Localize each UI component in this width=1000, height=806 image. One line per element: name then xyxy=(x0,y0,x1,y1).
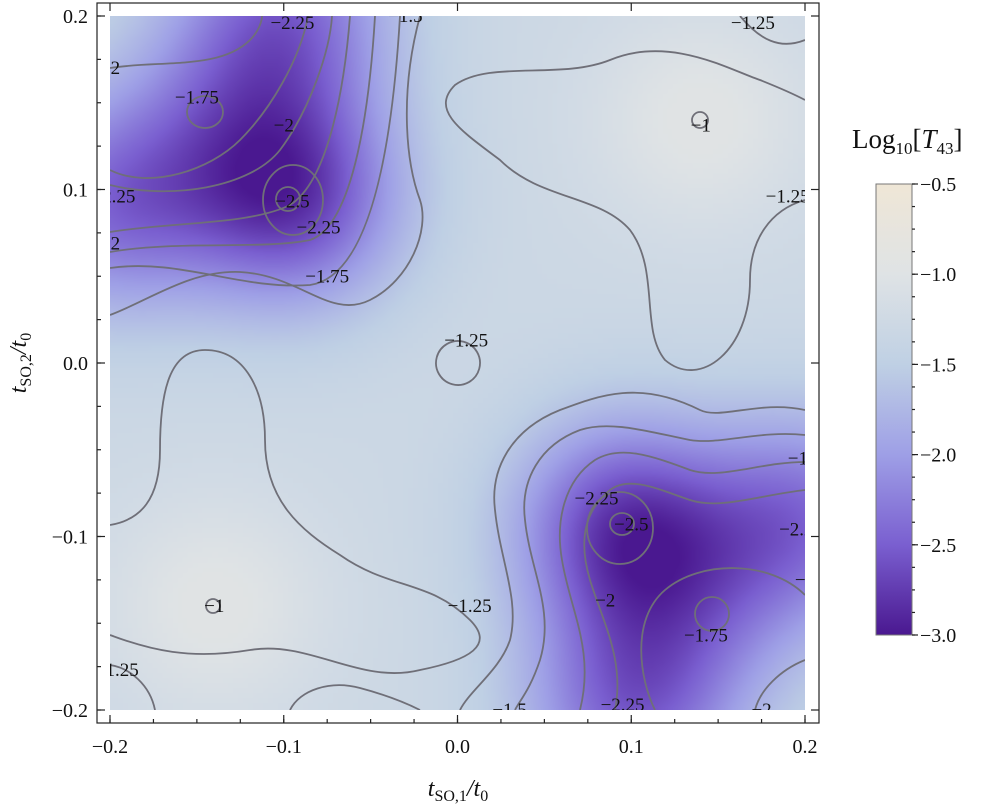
contour-label: −1.7 xyxy=(788,448,822,469)
contour-label: −1.25 xyxy=(766,186,810,207)
contour-line xyxy=(444,50,805,371)
contour-line xyxy=(514,425,805,710)
y-tick-label: 0.2 xyxy=(63,6,88,28)
contour-label: −2.25 xyxy=(270,13,314,34)
contour-line xyxy=(640,567,805,710)
contour-line xyxy=(275,186,301,212)
colorbar-tick-label: −1.0 xyxy=(920,264,956,286)
y-tick-label: −0.2 xyxy=(52,700,88,722)
x-axis: −0.2 −0.1 0.0 0.1 0.2 xyxy=(92,3,818,758)
y-axis: −0.2 −0.1 0.0 0.1 0.2 xyxy=(52,6,819,722)
contour-label: −2 xyxy=(751,700,771,721)
contour-line xyxy=(558,451,805,710)
contour-line xyxy=(110,16,333,193)
contour-label: −1.75 xyxy=(684,625,728,646)
contour-line xyxy=(262,164,324,236)
contour-labels: −2.25 −1.5 −1.25 −2 −1.75 −2 −1 2.25 −2.5 −1.25 −2… xyxy=(100,6,822,721)
contour-lines xyxy=(110,16,805,710)
x-tick-label: 0.0 xyxy=(445,736,470,758)
x-tick-label: −0.1 xyxy=(266,736,302,758)
contour-line xyxy=(289,684,421,710)
contour-label: −2.25 xyxy=(601,695,645,716)
contour-label: −2 xyxy=(274,115,294,136)
heatmap-image xyxy=(110,16,805,710)
contour-line xyxy=(739,16,805,45)
contour-line xyxy=(691,111,709,129)
contour-line xyxy=(583,482,805,710)
y-tick-label: −0.1 xyxy=(52,527,88,549)
contour-label: −1.25 xyxy=(448,596,492,617)
contour-line xyxy=(586,491,654,565)
colorbar-gradient xyxy=(875,183,913,636)
colorbar-title-bracket-close: ] xyxy=(954,124,963,154)
colorbar-title-bracket-open: [ xyxy=(913,124,922,154)
contour-label: −1 xyxy=(691,115,711,136)
contour-label: −1.75 xyxy=(175,88,219,109)
contour-line xyxy=(110,349,481,674)
contour-label: −1 xyxy=(204,596,224,617)
contour-line xyxy=(186,95,224,129)
x-tick-label: −0.2 xyxy=(92,736,128,758)
contour-line xyxy=(110,16,376,253)
contour-line xyxy=(205,598,221,614)
contour-line xyxy=(754,659,805,710)
colorbar-tick-label: −2.0 xyxy=(920,445,956,467)
contour-label: 2.25 xyxy=(102,186,135,207)
x-axis-title: tSO,1/t0 xyxy=(428,776,488,805)
x-tick-label: 0.1 xyxy=(619,736,644,758)
colorbar-title-var: T xyxy=(922,124,939,154)
contour-line xyxy=(110,16,309,179)
y-axis-title: tSO,2/t0 xyxy=(6,333,35,393)
contour-label: −1.25 xyxy=(444,330,488,351)
x-tick-label: 0.2 xyxy=(793,736,818,758)
colorbar-title-main: Log xyxy=(852,124,896,154)
y-tick-label: 0.1 xyxy=(63,180,88,202)
contour-line xyxy=(459,391,805,710)
contour-label: −2.5 xyxy=(614,514,648,535)
contour-label: −2.25 xyxy=(297,218,341,239)
colorbar-tick-label: −0.5 xyxy=(920,174,956,196)
contour-label: −2 xyxy=(100,58,120,79)
colorbar-ticks: −0.5 −1.0 −1.5 −2.0 −2.5 −3.0 xyxy=(912,174,956,647)
contour-line xyxy=(694,596,730,632)
contour-label: −1.75 xyxy=(305,266,349,287)
contour-line xyxy=(110,16,424,316)
contour-line xyxy=(110,16,401,287)
colorbar: Log10[T43] −0.5 −1.0 −1.5 −2.0 −2.5 −3.0 xyxy=(852,124,963,647)
contour-label: −1.5 xyxy=(492,700,526,721)
colorbar-title: Log10[T43] xyxy=(852,124,963,158)
contour-line xyxy=(110,16,263,69)
heatmap-surface xyxy=(110,16,805,710)
colorbar-title-sub: 10 xyxy=(896,139,913,158)
contour-line xyxy=(435,340,481,386)
colorbar-tick-label: −1.5 xyxy=(920,354,956,376)
contour-label: −2.25 xyxy=(575,488,619,509)
contour-line xyxy=(609,512,635,536)
contour-label: 1.25 xyxy=(106,660,139,681)
contour-label: −2 xyxy=(795,570,815,591)
contour-line xyxy=(110,16,351,233)
contour-label: −2 xyxy=(595,591,615,612)
y-tick-label: 0.0 xyxy=(63,353,88,375)
contour-line xyxy=(110,664,156,710)
colorbar-title-var-sub: 43 xyxy=(937,139,954,158)
contour-label: −2.5 xyxy=(275,192,309,213)
contour-label: −1.25 xyxy=(731,13,775,34)
contour-label: −2 xyxy=(100,233,120,254)
colorbar-tick-label: −3.0 xyxy=(920,625,956,647)
contour-label: −1.5 xyxy=(388,6,422,27)
contour-label: −2.2 xyxy=(779,520,813,541)
colorbar-tick-label: −2.5 xyxy=(920,535,956,557)
